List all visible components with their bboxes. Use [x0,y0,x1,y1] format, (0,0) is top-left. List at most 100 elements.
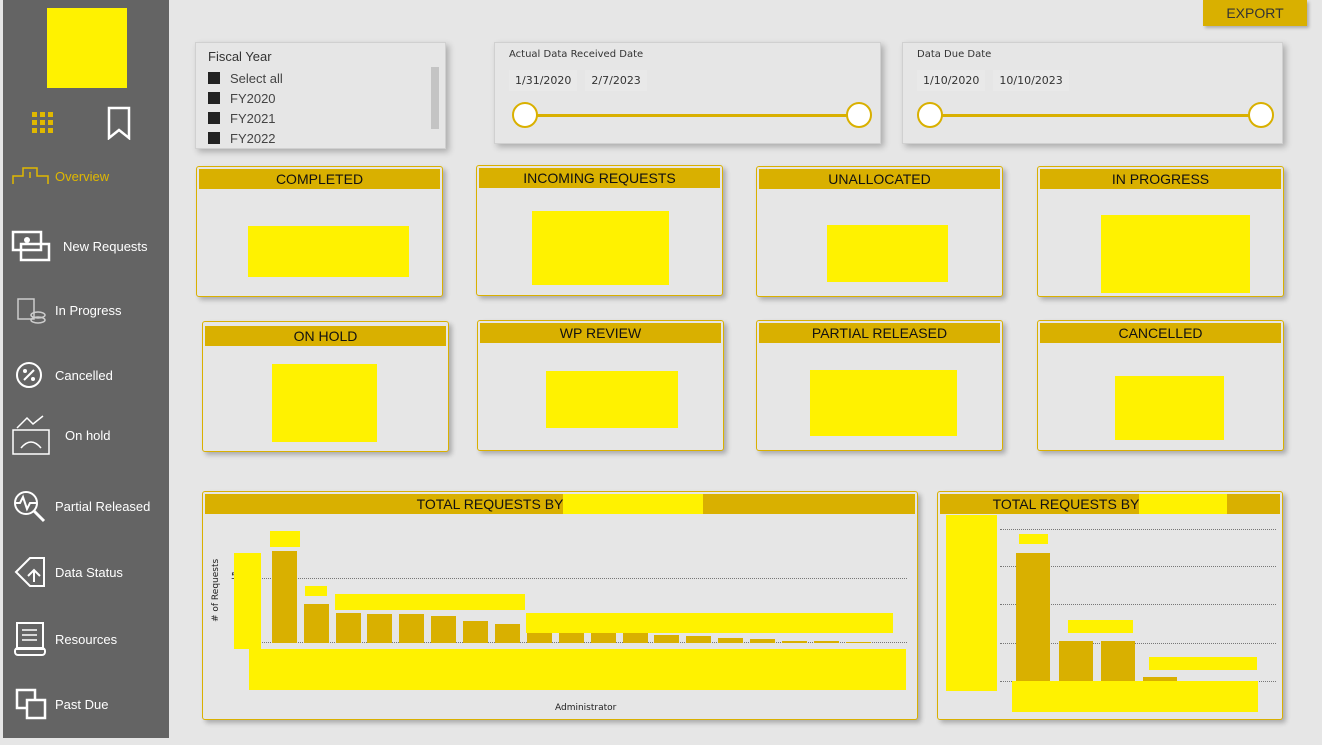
nav-past-due[interactable]: Past Due [11,684,167,724]
bar[interactable] [336,613,361,643]
bar[interactable] [1059,641,1093,681]
fy-option-select-all[interactable]: Select all [208,68,433,88]
received-start-date[interactable]: 1/31/2020 [509,70,578,91]
card-title: CANCELLED [1040,323,1281,343]
received-date-title: Actual Data Received Date [509,49,644,60]
new-requests-icon [11,226,51,266]
card-cancelled[interactable]: CANCELLED [1037,320,1284,451]
bar[interactable] [495,624,520,643]
range-start-handle[interactable] [512,102,538,128]
nav-partial-released[interactable]: Partial Released [11,486,167,526]
fy-option-2021[interactable]: FY2021 [208,108,433,128]
past-due-icon [11,684,51,724]
bar[interactable] [1101,641,1135,681]
nav-resources[interactable]: Resources [11,619,167,659]
fy-option-2022[interactable]: FY2022 [208,128,433,148]
bar[interactable] [623,633,648,643]
bar[interactable] [654,635,679,643]
bar[interactable] [750,639,775,643]
bar[interactable] [846,642,871,643]
range-end-handle[interactable] [846,102,872,128]
fy-option-2020[interactable]: FY2020 [208,88,433,108]
redacted-value [827,225,948,282]
card-title: IN PROGRESS [1040,169,1281,189]
bar[interactable] [367,614,392,643]
chart-total-requests-by-administrator[interactable]: TOTAL REQUESTS BY # of Requests 5 Admini… [202,491,918,720]
gridline [247,578,907,579]
due-date-slicer: Data Due Date 1/10/2020 10/10/2023 [902,42,1283,144]
nav-overview[interactable]: Overview [11,156,167,196]
range-start-handle[interactable] [917,102,943,128]
scrollbar[interactable] [431,67,439,129]
bar[interactable] [272,551,297,643]
nav-new-requests[interactable]: New Requests [11,226,167,266]
sidebar: Overview New Requests In Progress Cancel… [3,0,169,738]
redacted-value [248,226,409,277]
due-end-date[interactable]: 10/10/2023 [993,70,1069,91]
nav-label: Resources [55,631,118,647]
card-title: PARTIAL RELEASED [759,323,1000,343]
export-button[interactable]: EXPORT [1203,0,1307,26]
apps-grid-icon[interactable] [30,110,56,136]
card-completed[interactable]: COMPLETED [196,166,443,297]
nav-on-hold[interactable]: On hold [11,415,167,455]
bar[interactable] [463,621,488,643]
bar[interactable] [1143,677,1177,681]
bar[interactable] [1016,553,1050,681]
redacted-value [532,211,669,285]
logo [47,8,127,88]
card-on-hold[interactable]: ON HOLD [202,321,449,452]
nav-label: Overview [55,168,110,184]
range-track [933,114,1260,117]
nav-in-progress[interactable]: In Progress [11,290,167,330]
redacted-x-labels [249,649,906,690]
redacted-title [1139,494,1228,514]
gridline [1000,604,1276,605]
redacted-label [1019,534,1048,544]
bar[interactable] [814,641,839,643]
chart-total-requests-secondary[interactable]: TOTAL REQUESTS BY [937,491,1283,720]
option-label: FY2021 [230,110,276,126]
range-track [525,114,858,117]
axis-tick: 5 [231,572,237,582]
nav-cancelled[interactable]: Cancelled [11,355,167,395]
checkbox[interactable] [208,72,220,84]
x-axis-label: Administrator [555,703,617,713]
bar[interactable] [431,616,456,643]
redacted-x-labels [1012,681,1258,712]
redacted-value [1101,215,1250,293]
nav-label: Data Status [55,564,123,580]
redacted-value [810,370,957,436]
bar[interactable] [686,636,711,643]
card-wp-review[interactable]: WP REVIEW [477,320,724,451]
card-in-progress[interactable]: IN PROGRESS [1037,166,1284,297]
checkbox[interactable] [208,92,220,104]
bookmark-icon[interactable] [107,106,131,140]
nav-data-status[interactable]: Data Status [11,552,167,592]
bar[interactable] [718,638,743,643]
nav-label: On hold [65,427,111,443]
card-unallocated[interactable]: UNALLOCATED [756,166,1003,297]
nav-label: Cancelled [55,367,113,383]
received-end-date[interactable]: 2/7/2023 [585,70,647,91]
range-end-handle[interactable] [1248,102,1274,128]
on-hold-icon [11,415,51,455]
chart-title: TOTAL REQUESTS BY [940,494,1280,514]
in-progress-icon [11,290,51,330]
redacted-label [335,594,525,610]
card-partial-released[interactable]: PARTIAL RELEASED [756,320,1003,451]
checkbox[interactable] [208,112,220,124]
redacted-label [270,531,300,547]
bar[interactable] [304,604,329,643]
option-label: FY2022 [230,130,276,146]
bar[interactable] [559,631,584,643]
checkbox[interactable] [208,132,220,144]
bar[interactable] [591,632,616,643]
due-start-date[interactable]: 1/10/2020 [917,70,986,91]
gridline [1000,643,1276,644]
nav-label: New Requests [63,238,148,254]
resources-icon [11,619,51,659]
card-incoming-requests[interactable]: INCOMING REQUESTS [476,165,723,296]
bar[interactable] [399,614,424,643]
bar[interactable] [782,641,807,643]
